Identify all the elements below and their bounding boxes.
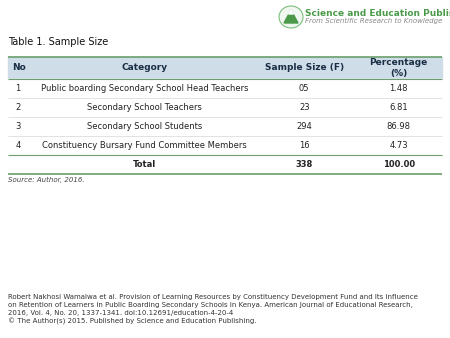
Text: Table 1. Sample Size: Table 1. Sample Size xyxy=(8,37,108,47)
Text: 6.81: 6.81 xyxy=(389,103,408,112)
Text: Secondary School Teachers: Secondary School Teachers xyxy=(87,103,202,112)
Text: Robert Nakhosi Wamalwa et al. Provision of Learning Resources by Constituency De: Robert Nakhosi Wamalwa et al. Provision … xyxy=(8,294,418,325)
Text: From Scientific Research to Knowledge: From Scientific Research to Knowledge xyxy=(305,18,442,24)
Text: 23: 23 xyxy=(299,103,310,112)
Text: 4: 4 xyxy=(15,141,21,150)
Text: 05: 05 xyxy=(299,84,310,93)
Text: Secondary School Students: Secondary School Students xyxy=(87,122,202,131)
Text: Science and Education Publishing: Science and Education Publishing xyxy=(305,8,450,18)
Bar xyxy=(8,57,442,79)
Text: Constituency Bursary Fund Committee Members: Constituency Bursary Fund Committee Memb… xyxy=(42,141,247,150)
Text: Category: Category xyxy=(122,64,168,72)
Bar xyxy=(8,79,442,98)
Text: Percentage
(%): Percentage (%) xyxy=(369,58,428,78)
Polygon shape xyxy=(284,10,298,23)
Text: 2: 2 xyxy=(15,103,21,112)
Bar xyxy=(8,117,442,136)
Text: 100.00: 100.00 xyxy=(382,160,414,169)
Text: 1: 1 xyxy=(15,84,21,93)
Text: Sample Size (F): Sample Size (F) xyxy=(265,64,344,72)
Bar xyxy=(8,136,442,155)
Bar xyxy=(8,155,442,174)
Ellipse shape xyxy=(279,6,303,28)
Text: 16: 16 xyxy=(299,141,310,150)
Polygon shape xyxy=(288,10,293,14)
Text: No: No xyxy=(12,64,26,72)
Text: 1.48: 1.48 xyxy=(389,84,408,93)
Text: 86.98: 86.98 xyxy=(387,122,410,131)
Text: 3: 3 xyxy=(15,122,21,131)
Bar xyxy=(8,98,442,117)
Text: Public boarding Secondary School Head Teachers: Public boarding Secondary School Head Te… xyxy=(41,84,248,93)
Text: Total: Total xyxy=(133,160,156,169)
Text: 294: 294 xyxy=(297,122,312,131)
Text: Source: Author, 2016.: Source: Author, 2016. xyxy=(8,177,85,183)
Text: 338: 338 xyxy=(296,160,313,169)
Text: 4.73: 4.73 xyxy=(389,141,408,150)
